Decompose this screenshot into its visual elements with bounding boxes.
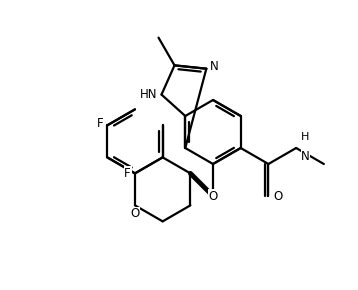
Text: O: O <box>130 207 140 220</box>
Text: N: N <box>211 60 219 73</box>
Text: H: H <box>301 132 310 142</box>
Text: O: O <box>208 189 218 202</box>
Text: O: O <box>274 189 283 202</box>
Text: F: F <box>124 167 131 180</box>
Text: F: F <box>97 117 103 130</box>
Text: HN: HN <box>140 88 158 101</box>
Text: N: N <box>301 150 310 163</box>
